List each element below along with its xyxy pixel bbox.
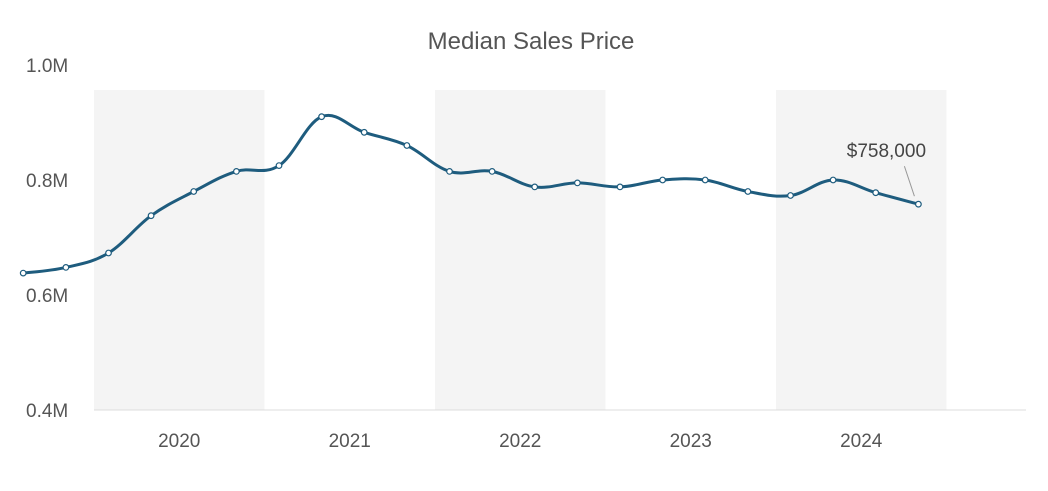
- y-tick-label: 1.0M: [26, 56, 68, 77]
- data-point: [616, 183, 624, 191]
- year-band-2022: [435, 90, 606, 410]
- data-point: [147, 212, 155, 220]
- y-tick-label: 0.8M: [26, 171, 68, 192]
- data-point: [659, 176, 666, 184]
- x-tick-label: 2023: [670, 431, 712, 452]
- data-point: [275, 162, 283, 170]
- data-point: [787, 192, 794, 199]
- annotation-label: $758,000: [847, 141, 926, 162]
- annotation-leader: [903, 166, 915, 197]
- series-line: [21, 113, 920, 275]
- x-tick-label: 2022: [499, 431, 541, 452]
- data-point: [105, 249, 112, 257]
- data-points: [19, 113, 922, 277]
- data-point: [829, 176, 837, 184]
- data-point: [190, 188, 198, 195]
- data-point: [62, 264, 70, 271]
- y-axis-ticks: 1.0M 0.8M 0.6M 0.4M: [26, 56, 68, 422]
- x-tick-label: 2020: [158, 431, 200, 452]
- x-tick-label: 2024: [840, 431, 883, 452]
- year-band-2020: [94, 90, 265, 410]
- data-point: [488, 167, 496, 175]
- data-point: [574, 179, 581, 187]
- data-point: [19, 269, 27, 277]
- data-point: [360, 128, 368, 136]
- x-tick-label: 2021: [329, 431, 371, 452]
- data-point: [403, 142, 411, 149]
- year-band-2024: [776, 90, 947, 410]
- data-point: [915, 200, 922, 208]
- x-axis-ticks: 2020 2021 2022 2023 2024: [158, 431, 883, 452]
- data-point: [318, 113, 326, 121]
- y-tick-label: 0.4M: [26, 401, 68, 422]
- data-point: [232, 167, 240, 175]
- chart-title: Median Sales Price: [428, 28, 635, 55]
- data-point: [701, 176, 709, 184]
- data-point: [744, 188, 752, 195]
- data-point: [446, 167, 453, 175]
- y-tick-label: 0.6M: [26, 286, 68, 307]
- data-point: [531, 183, 539, 191]
- data-point: [872, 189, 880, 197]
- year-bands: [94, 90, 947, 410]
